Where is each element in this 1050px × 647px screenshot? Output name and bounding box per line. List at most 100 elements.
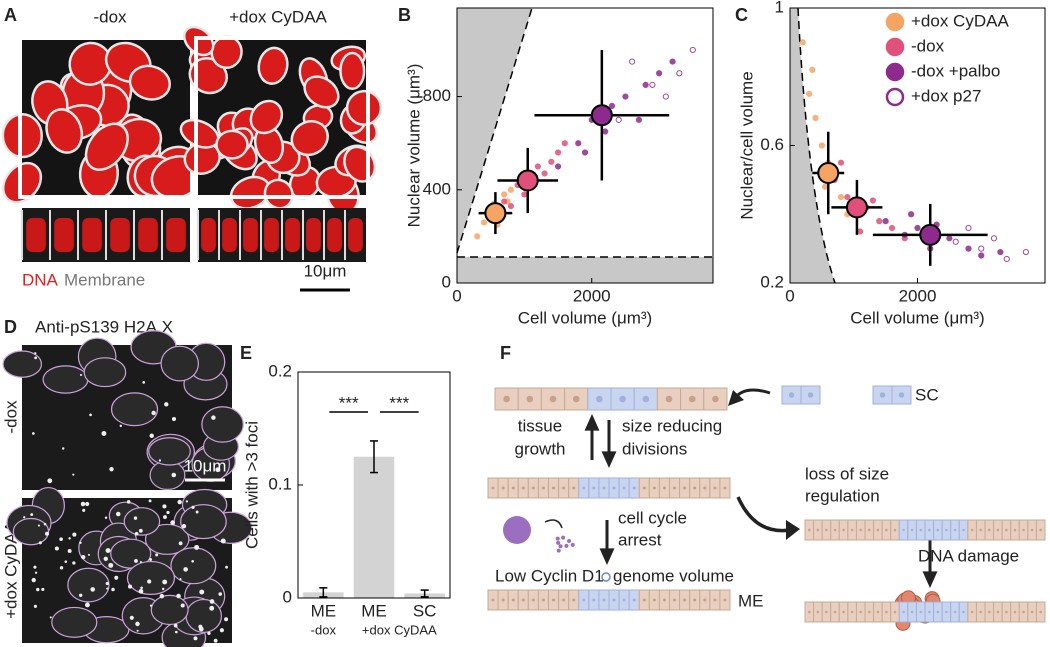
scatter-point <box>952 238 959 245</box>
cell-nucleus <box>683 598 687 602</box>
cell-nucleus <box>893 610 897 614</box>
focus <box>170 520 175 525</box>
focus <box>134 558 138 563</box>
focus <box>198 626 204 632</box>
focus <box>134 531 139 536</box>
cell-nucleus <box>612 486 616 490</box>
genome-icon <box>601 572 611 582</box>
micrograph <box>1 36 204 204</box>
panel-title: Anti-pS139 H2A.X <box>35 317 173 336</box>
cell-nucleus <box>531 486 535 490</box>
scatter-point <box>507 202 514 210</box>
focus <box>225 565 228 569</box>
scatter-point <box>581 149 589 156</box>
focus <box>49 616 52 619</box>
focus <box>44 531 49 536</box>
nucleus <box>290 120 329 157</box>
cell-nucleus <box>788 392 795 398</box>
cell-nucleus <box>962 610 965 614</box>
cell-nucleus <box>491 486 495 490</box>
focus <box>59 537 63 541</box>
focus <box>78 593 83 597</box>
cell-nucleus <box>962 528 965 532</box>
scatter-point <box>812 114 819 122</box>
cyclin-fragment <box>556 548 561 553</box>
nucleus <box>257 46 289 85</box>
panel-letter: F <box>500 343 511 363</box>
cell-nucleus <box>652 486 656 490</box>
cell-nucleus <box>662 486 666 490</box>
focus <box>162 579 168 585</box>
cell-nucleus <box>541 486 545 490</box>
focus <box>138 528 143 533</box>
legend-marker <box>885 87 905 107</box>
arrow <box>544 519 563 529</box>
cell-nucleus <box>713 486 717 490</box>
cell-nucleus <box>979 610 982 614</box>
cell-nucleus <box>503 395 510 403</box>
cell-nucleus <box>919 528 922 532</box>
cell-nucleus <box>868 610 871 614</box>
focus <box>183 567 188 572</box>
focus <box>158 459 162 462</box>
cell-nucleus <box>552 486 556 490</box>
focus <box>109 466 114 472</box>
condition-label: -dox <box>1 400 20 434</box>
cell-nucleus <box>526 395 534 403</box>
cell-nucleus <box>602 598 606 602</box>
scatter-point <box>806 90 813 98</box>
focus <box>176 593 181 599</box>
significance: *** <box>389 393 409 412</box>
cell-nucleus <box>662 598 666 602</box>
focus <box>79 541 82 544</box>
condition-label: +dox CyDAA <box>1 520 20 618</box>
cell-nucleus <box>723 598 727 602</box>
focus <box>84 602 90 608</box>
focus <box>105 548 111 554</box>
plot-frame <box>456 7 714 284</box>
focus <box>90 587 96 592</box>
focus <box>104 516 108 519</box>
focus <box>59 566 64 570</box>
diagram-label: cell cycle <box>618 508 687 527</box>
focus <box>129 615 134 620</box>
focus <box>43 522 47 526</box>
focus <box>140 586 143 590</box>
group-label: +dox CyDAA <box>362 622 437 637</box>
focus <box>149 558 153 562</box>
cell-nucleus <box>622 486 626 490</box>
cell-nucleus <box>693 598 697 602</box>
focus <box>34 352 37 355</box>
nucleus <box>249 99 284 135</box>
mean-point <box>817 162 840 184</box>
cell-nucleus <box>879 392 886 398</box>
focus <box>155 553 159 557</box>
cell-nucleus <box>562 598 566 602</box>
focus <box>148 499 152 503</box>
scatter-point <box>622 93 629 100</box>
panel-letter: D <box>4 317 17 337</box>
cell-outline <box>201 406 244 443</box>
focus <box>209 605 215 611</box>
scatter-point <box>575 140 582 147</box>
excluded-region <box>790 8 835 283</box>
diagram-label: arrest <box>618 530 662 549</box>
focus <box>194 544 200 550</box>
scatter-point <box>554 149 562 156</box>
cell-nucleus <box>808 610 811 614</box>
focus <box>115 511 121 517</box>
scatter-point <box>669 58 676 65</box>
cell-nucleus <box>876 528 880 532</box>
focus <box>171 416 177 422</box>
cell-nucleus <box>807 392 814 398</box>
y-tick-label: 0 <box>283 587 292 606</box>
cell-nucleus <box>612 598 616 602</box>
cell-nucleus <box>945 610 948 614</box>
nucleus <box>84 122 129 171</box>
focus <box>209 599 215 604</box>
diagram-label: DNA damage <box>918 546 1019 565</box>
focus <box>138 589 144 594</box>
cell-outline <box>2 350 43 378</box>
focus <box>180 603 185 608</box>
